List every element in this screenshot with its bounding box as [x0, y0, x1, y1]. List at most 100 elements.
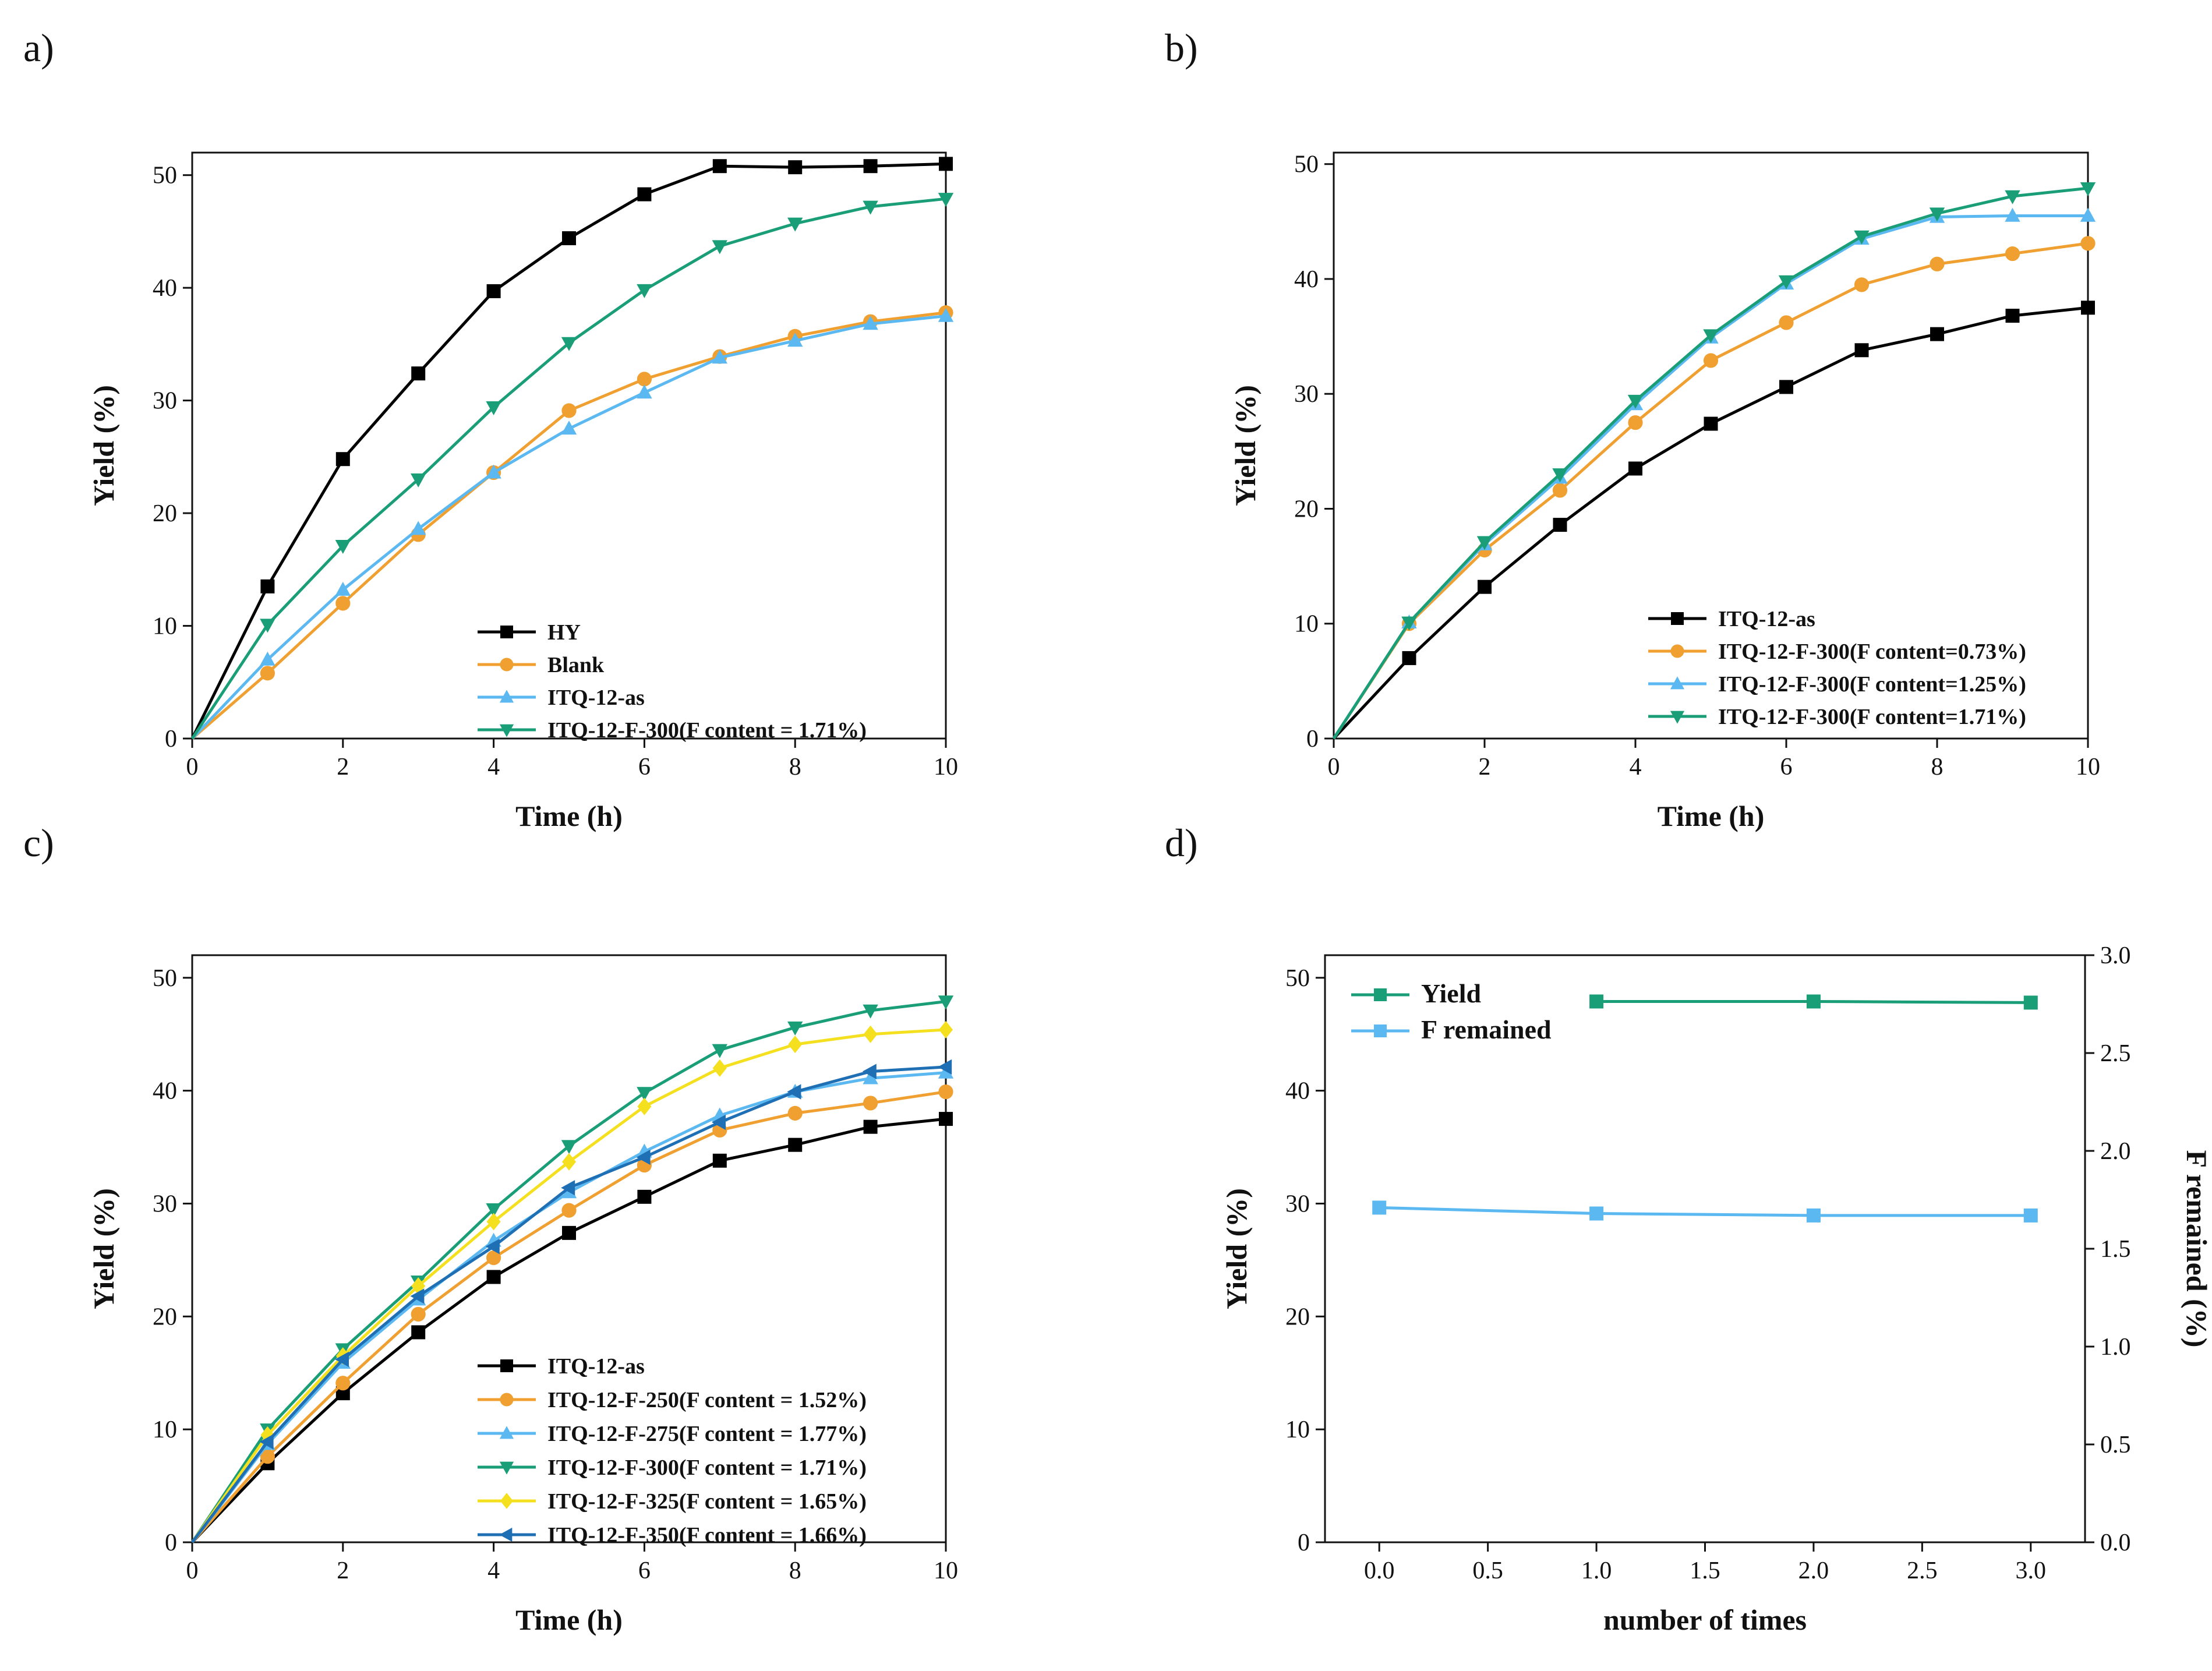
legend-label: ITQ-12-as: [1718, 607, 1815, 631]
y-right-tick-label: 2.0: [2100, 1138, 2131, 1165]
data-point: [561, 1180, 575, 1196]
data-point: [788, 1137, 803, 1152]
data-point: [561, 421, 577, 435]
data-point: [712, 1044, 727, 1058]
series-line: [1332, 242, 2089, 740]
data-point: [1476, 536, 1493, 550]
legend-label: Yield: [1421, 978, 1481, 1008]
legend: ITQ-12-as ITQ-12-F-250(F content = 1.52%)…: [478, 1354, 867, 1548]
data-point: [1806, 1208, 1821, 1223]
data-point: [335, 596, 351, 611]
legend-marker: [500, 1359, 513, 1372]
legend-marker: [499, 1527, 513, 1542]
panel-label: d): [1165, 821, 1198, 865]
y-right-tick-label: 0.5: [2100, 1432, 2131, 1458]
data-point: [1930, 327, 1944, 341]
data-point: [637, 284, 652, 298]
y-axis-right-title: F remained (%): [2181, 1150, 2212, 1348]
legend-marker: [1670, 711, 1685, 724]
x-tick-label: 1.5: [1690, 1557, 1720, 1584]
legend-marker: [1374, 988, 1387, 1001]
data-point: [938, 1064, 954, 1079]
data-point: [938, 995, 954, 1010]
data-point: [939, 1020, 953, 1038]
x-tick-label: 6: [638, 754, 651, 780]
data-point: [1589, 1206, 1604, 1221]
y-axis-title: Yield (%): [87, 385, 120, 506]
data-point: [712, 240, 727, 255]
y-tick-label: 20: [1294, 496, 1319, 522]
legend-label: ITQ-12-F-300(F content=1.25%): [1718, 672, 2026, 697]
panel-label: b): [1165, 26, 1198, 70]
data-point: [1589, 994, 1604, 1009]
data-point: [1628, 461, 1642, 476]
x-tick-label: 1.0: [1581, 1557, 1612, 1584]
data-point: [1628, 415, 1643, 430]
x-tick-label: 2.5: [1907, 1557, 1938, 1584]
legend: Yield F remained: [1351, 978, 1552, 1044]
data-point: [335, 1351, 349, 1368]
data-point: [561, 1140, 577, 1154]
y-tick-label: 50: [153, 162, 177, 189]
data-point: [2023, 995, 2038, 1010]
data-point: [863, 159, 878, 174]
data-point: [788, 160, 803, 175]
data-point: [1806, 994, 1821, 1009]
chart-panel-b: b) 0 2 4 6 8 10 0 10 20 30 40 50 Time (h) Yield (%) ITQ…: [1165, 26, 2100, 832]
y-tick-label: 20: [153, 500, 177, 527]
legend-marker: [499, 1461, 514, 1475]
data-point: [1704, 416, 1718, 431]
x-axis-title: Time (h): [1658, 800, 1765, 832]
data-point: [411, 473, 426, 487]
series-line: [1379, 1206, 2031, 1217]
series-itq-12-as: [1333, 301, 2095, 740]
data-point: [561, 403, 577, 418]
legend: ITQ-12-as ITQ-12-F-300(F content=0.73%) IT…: [1648, 607, 2026, 729]
y-tick-label: 10: [1285, 1416, 1310, 1443]
data-point: [260, 666, 275, 681]
y-tick-label: 20: [1285, 1303, 1310, 1330]
data-point: [1401, 616, 1417, 631]
data-point: [1627, 394, 1644, 409]
legend-marker: [499, 690, 514, 703]
y-tick-label: 30: [153, 388, 177, 415]
y-tick-label: 40: [1294, 266, 1319, 293]
y-tick-label: 30: [153, 1190, 177, 1217]
data-point: [2005, 246, 2020, 262]
chart-panel-c: c) 0 2 4 6 8 10 0 10 20 30 40 50 Time (h) Yield (%) ITQ…: [23, 821, 958, 1636]
legend-label: F remained: [1421, 1015, 1552, 1044]
data-point: [335, 539, 351, 554]
data-point: [562, 1153, 576, 1171]
data-point: [788, 1036, 803, 1054]
series-hy: [190, 157, 953, 740]
y-tick-label: 40: [153, 275, 177, 302]
data-point: [787, 1105, 803, 1121]
y-right-tick-label: 1.0: [2100, 1334, 2131, 1361]
y-tick-label: 50: [153, 965, 177, 992]
data-point: [486, 284, 501, 298]
legend: HY Blank ITQ-12-as ITQ-12-F-300(F content =…: [478, 620, 867, 743]
y-tick-label: 10: [1294, 611, 1319, 638]
data-point: [1854, 277, 1870, 292]
legend-label: ITQ-12-as: [547, 686, 645, 710]
x-axis-title: Time (h): [515, 800, 623, 832]
legend-label: ITQ-12-F-300(F content = 1.71%): [547, 1455, 867, 1480]
data-point: [259, 1434, 274, 1450]
data-point: [1930, 256, 1945, 271]
plot-frame: [191, 954, 947, 1543]
x-tick-label: 2: [337, 754, 349, 780]
panel-label: a): [23, 26, 54, 70]
x-axis-title: Time (h): [515, 1603, 623, 1636]
legend-marker: [1670, 676, 1685, 690]
y-tick-label: 0: [165, 1529, 177, 1556]
legend-marker: [500, 626, 513, 638]
plot-frame: [1333, 151, 2089, 740]
data-point: [1552, 483, 1568, 498]
x-tick-label: 10: [2076, 754, 2100, 780]
data-point: [712, 1114, 726, 1131]
data-point: [2080, 207, 2096, 222]
data-point: [938, 1084, 953, 1100]
data-point: [637, 1189, 652, 1204]
data-point: [637, 187, 652, 202]
